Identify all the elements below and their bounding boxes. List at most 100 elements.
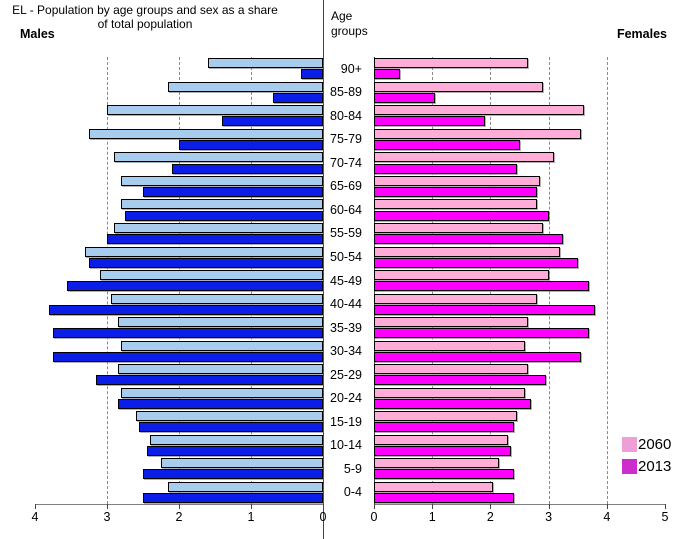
legend-item-2060: 2060 xyxy=(622,433,671,455)
bar-female-2060-65-69 xyxy=(374,175,540,186)
male-tick-label-4: 4 xyxy=(31,510,39,524)
bar-female-2013-30-34 xyxy=(374,351,581,362)
bar-male-2013-10-14 xyxy=(146,445,323,456)
bar-female-2013-65-69 xyxy=(374,187,537,198)
male-tick-4 xyxy=(35,504,36,509)
bar-male-2013-20-24 xyxy=(117,398,323,409)
age-label-20-24: 20-24 xyxy=(330,391,362,406)
age-label-65-69: 65-69 xyxy=(330,179,362,194)
bar-female-2013-80-84 xyxy=(374,116,485,127)
female-tick-label-0: 0 xyxy=(370,510,378,524)
bar-male-2013-75-79 xyxy=(179,139,323,150)
bar-male-2060-90+ xyxy=(207,58,323,69)
bar-male-2060-60-64 xyxy=(121,199,323,210)
age-label-30-34: 30-34 xyxy=(330,344,362,359)
bar-male-2060-20-24 xyxy=(121,387,323,398)
bar-male-2013-45-49 xyxy=(67,281,323,292)
age-groups-label: Age groups xyxy=(331,9,368,38)
bar-female-2013-50-54 xyxy=(374,257,578,268)
female-tick-3 xyxy=(548,504,550,509)
male-plot-area xyxy=(35,57,323,504)
bar-male-2013-5-9 xyxy=(143,469,323,480)
bar-female-2013-75-79 xyxy=(374,139,520,150)
bar-male-2060-65-69 xyxy=(121,175,323,186)
female-tick-label-1: 1 xyxy=(428,510,436,524)
male-zero-axis-line xyxy=(323,0,324,539)
male-gridline-2 xyxy=(179,57,180,504)
bar-male-2013-90+ xyxy=(301,69,323,80)
chart-title: EL - Population by age groups and sex as… xyxy=(12,3,278,31)
bar-female-2060-10-14 xyxy=(374,434,508,445)
male-tick-label-1: 1 xyxy=(247,510,255,524)
bar-male-2060-50-54 xyxy=(85,246,323,257)
bar-female-2013-20-24 xyxy=(374,398,532,409)
male-tick-label-3: 3 xyxy=(103,510,111,524)
female-zero-axis-line xyxy=(374,57,375,504)
bar-female-2013-55-59 xyxy=(374,234,564,245)
female-x-axis-line xyxy=(374,504,665,505)
bar-female-2013-0-4 xyxy=(374,492,514,503)
age-label-80-84: 80-84 xyxy=(330,108,362,123)
age-label-35-39: 35-39 xyxy=(330,320,362,335)
female-plot-area xyxy=(374,57,665,504)
bar-male-2060-80-84 xyxy=(107,105,323,116)
bar-male-2013-35-39 xyxy=(53,328,323,339)
bar-female-2060-0-4 xyxy=(374,481,494,492)
male-tick-0 xyxy=(323,504,324,509)
bar-female-2060-20-24 xyxy=(374,387,526,398)
female-tick-4 xyxy=(606,504,608,509)
bar-female-2060-25-29 xyxy=(374,364,529,375)
bar-female-2013-15-19 xyxy=(374,422,514,433)
male-tick-1 xyxy=(251,504,252,509)
legend: 2060 2013 xyxy=(622,433,671,477)
female-tick-label-5: 5 xyxy=(661,510,669,524)
male-tick-label-0: 0 xyxy=(319,510,327,524)
bar-female-2013-5-9 xyxy=(374,469,514,480)
male-tick-3 xyxy=(107,504,108,509)
bar-female-2060-90+ xyxy=(374,58,529,69)
age-label-25-29: 25-29 xyxy=(330,367,362,382)
bar-female-2013-35-39 xyxy=(374,328,590,339)
bar-male-2060-55-59 xyxy=(114,222,323,233)
bar-female-2060-80-84 xyxy=(374,105,584,116)
legend-2013-label: 2013 xyxy=(638,457,672,475)
bar-male-2013-15-19 xyxy=(139,422,323,433)
bar-female-2013-60-64 xyxy=(374,210,549,221)
female-tick-5 xyxy=(665,504,666,509)
male-tick-label-2: 2 xyxy=(175,510,183,524)
bar-female-2060-50-54 xyxy=(374,246,561,257)
bar-male-2060-70-74 xyxy=(114,152,323,163)
bar-male-2013-25-29 xyxy=(96,375,323,386)
bar-male-2060-85-89 xyxy=(168,81,323,92)
age-label-5-9: 5-9 xyxy=(343,461,362,476)
bar-female-2060-55-59 xyxy=(374,222,543,233)
age-label-85-89: 85-89 xyxy=(330,85,362,100)
legend-2060-label: 2060 xyxy=(638,435,672,453)
female-gridline-2 xyxy=(490,57,492,504)
bar-female-2013-45-49 xyxy=(374,281,590,292)
age-label-45-49: 45-49 xyxy=(330,273,362,288)
female-tick-label-3: 3 xyxy=(545,510,553,524)
bar-female-2060-75-79 xyxy=(374,128,581,139)
age-label-40-44: 40-44 xyxy=(330,297,362,312)
bar-female-2060-70-74 xyxy=(374,152,555,163)
female-tick-0 xyxy=(374,504,375,509)
bar-female-2060-60-64 xyxy=(374,199,537,210)
bar-male-2013-85-89 xyxy=(272,92,323,103)
female-tick-1 xyxy=(432,504,434,509)
bar-male-2013-80-84 xyxy=(222,116,323,127)
age-label-70-74: 70-74 xyxy=(330,155,362,170)
legend-2060-swatch xyxy=(622,436,637,452)
bar-male-2060-5-9 xyxy=(161,458,323,469)
age-label-90+: 90+ xyxy=(340,61,362,76)
bar-female-2060-30-34 xyxy=(374,340,526,351)
female-gridline-4 xyxy=(606,57,608,504)
bar-female-2060-40-44 xyxy=(374,293,537,304)
bar-male-2013-60-64 xyxy=(125,210,323,221)
bar-male-2013-70-74 xyxy=(171,163,323,174)
age-label-55-59: 55-59 xyxy=(330,226,362,241)
bar-male-2060-35-39 xyxy=(117,317,323,328)
age-label-75-79: 75-79 xyxy=(330,132,362,147)
bar-male-2013-50-54 xyxy=(89,257,323,268)
